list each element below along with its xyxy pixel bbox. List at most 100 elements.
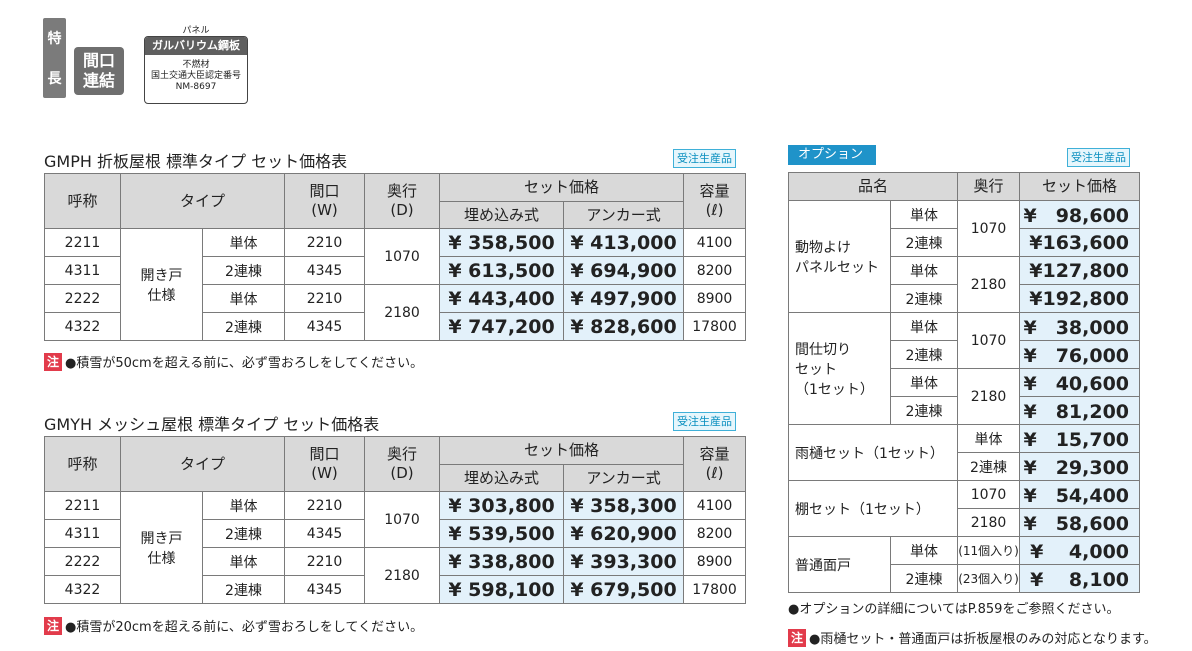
cell-price: ¥ 8,100: [1019, 564, 1141, 593]
cell-sub: 単体: [889, 536, 959, 565]
cell-embed-price: ¥ 303,800: [439, 491, 565, 520]
cell-embed-price: ¥ 747,200: [439, 312, 565, 341]
cell-capacity: 17800: [683, 312, 747, 341]
gmph-title: GMPH 折板屋根 標準タイプ セット価格表: [44, 152, 348, 171]
header-depth: 奥行 (D): [364, 173, 441, 229]
cell-qty: (23個入り): [957, 564, 1021, 593]
cell-depth: 1070: [957, 200, 1021, 257]
cell-anchor-price: ¥ 497,900: [563, 284, 685, 313]
gmph-note: 注 ●積雪が50cmを超える前に、必ず雪おろしをしてください。: [44, 352, 423, 371]
cell-item-door: 普通面戸: [788, 536, 891, 593]
cell-name: 4322: [44, 312, 121, 341]
options-title: オプション: [788, 145, 876, 165]
made-to-order-badge: 受注生産品: [673, 149, 736, 168]
cell-name: 2222: [44, 547, 121, 576]
header-anchor: アンカー式: [563, 201, 685, 229]
feature-label: 特 長: [43, 18, 66, 98]
cell-sub: 単体: [889, 312, 959, 341]
cell-sub: 単体: [889, 200, 959, 229]
gmyh-price-table: 呼称 タイプ 間口 (W) 奥行 (D) セット価格 容量 (ℓ) 埋め込み式 アンカ…: [44, 436, 747, 604]
cell-embed-price: ¥ 443,400: [439, 284, 565, 313]
header-type: タイプ: [119, 436, 286, 492]
cell-width: 2210: [284, 547, 366, 576]
panel-label: パネル: [182, 26, 210, 36]
cell-sub: 2連棟: [889, 564, 959, 593]
panel-line: NM-8697: [175, 82, 217, 92]
table-row: 普通面戸 単体 (11個入り) ¥ 4,000: [788, 536, 1141, 593]
cell-sub: 単体: [889, 368, 959, 397]
gmph-price-table: 呼称 タイプ 間口 (W) 奥行 (D) セット価格 容量 (ℓ) 埋め込み式 アンカ…: [44, 173, 747, 341]
header-set-price: セット価格: [1019, 172, 1141, 201]
badge-line: 連結: [82, 71, 115, 90]
cell-name: 4322: [44, 575, 121, 604]
cell-capacity: 4100: [683, 228, 747, 257]
header-embed: 埋め込み式: [439, 201, 565, 229]
cell-depth: 1070: [957, 312, 1021, 369]
cell-depth: 1070: [364, 491, 441, 548]
note-text: ●雨樋セット・普通面戸は折板屋根のみの対応となります。: [809, 632, 1157, 647]
cell-price: ¥ 76,000: [1019, 340, 1141, 369]
cell-price: ¥ 98,600: [1019, 200, 1141, 229]
table-row: 4322 2連棟 4345 ¥ 598,100 ¥ 679,500 17800: [44, 575, 747, 604]
table-row: 4311 2連棟 4345 ¥ 613,500 ¥ 694,900 8200: [44, 256, 747, 285]
header-name: 呼称: [44, 436, 121, 492]
cell-capacity: 8900: [683, 547, 747, 576]
cell-sub: 2連棟: [889, 396, 959, 425]
cell-depth: 2180: [957, 368, 1021, 425]
table-row: 4322 2連棟 4345 ¥ 747,200 ¥ 828,600 17800: [44, 312, 747, 341]
cell-depth: 1070: [364, 228, 441, 285]
feature-label-char: 長: [47, 71, 62, 87]
options-note-reference: ●オプションの詳細についてはP.859をご参照ください。: [788, 598, 1119, 617]
table-row: 2211 開き戸 仕様 単体 2210 1070 ¥ 303,800 ¥ 358,…: [44, 491, 747, 604]
cell-item-shelf: 棚セット（1セット）: [787, 480, 959, 537]
cell-embed-price: ¥ 358,500: [439, 228, 565, 257]
cell-anchor-price: ¥ 620,900: [563, 519, 685, 548]
cell-capacity: 8200: [683, 519, 747, 548]
cell-name: 2222: [44, 284, 121, 313]
table-row: 棚セット（1セット） 1070 ¥ 54,400: [787, 480, 1141, 537]
cell-sub: 2連棟: [201, 256, 286, 285]
cell-item-animal: 動物よけ パネルセット: [788, 200, 891, 313]
cell-anchor-price: ¥ 413,000: [563, 228, 685, 257]
cell-price: ¥ 4,000: [1019, 536, 1141, 565]
cell-depth: 2180: [364, 284, 441, 341]
cell-width: 2210: [284, 491, 366, 520]
table-row: 2連棟 (23個入り) ¥ 8,100: [789, 564, 1141, 593]
cell-width: 4345: [284, 312, 366, 341]
gmyh-note: 注 ●積雪が20cmを超える前に、必ず雪おろしをしてください。: [44, 616, 423, 635]
cell-depth: 1070: [957, 480, 1021, 509]
note-mark: 注: [44, 616, 62, 635]
cell-depth: 2180: [957, 256, 1021, 313]
cell-name: 2211: [44, 228, 121, 257]
header-width: 間口 (W): [284, 173, 366, 229]
cell-width: 4345: [284, 575, 366, 604]
gmyh-title: GMYH メッシュ屋根 標準タイプ セット価格表: [44, 415, 380, 434]
cell-anchor-price: ¥ 358,300: [563, 491, 685, 520]
cell-item-partition: 間仕切り セット （1セット）: [788, 312, 891, 425]
cell-sub: 2連棟: [201, 575, 286, 604]
header-capacity: 容量 (ℓ): [683, 436, 747, 492]
table-row: 4311 2連棟 4345 ¥ 539,500 ¥ 620,900 8200: [44, 519, 747, 548]
cell-price: ¥ 38,000: [1019, 312, 1141, 341]
cell-depth: 2180: [364, 547, 441, 604]
cell-type: 開き戸 仕様: [120, 491, 203, 604]
cell-sub: 2連棟: [889, 340, 959, 369]
note-mark: 注: [44, 352, 62, 371]
table-row: 2222 単体 2210 2180 ¥ 338,800 ¥ 393,300 89…: [44, 547, 747, 604]
cell-qty: (11個入り): [957, 536, 1021, 565]
cell-embed-price: ¥ 613,500: [439, 256, 565, 285]
frontage-connect-badge: 間口 連結: [74, 47, 124, 95]
header-embed: 埋め込み式: [439, 464, 565, 492]
cell-sub: 単体: [201, 547, 286, 576]
panel-material-title: ガルバリウム鋼板: [145, 37, 247, 55]
note-text: ●オプションの詳細についてはP.859をご参照ください。: [788, 602, 1120, 617]
cell-sub: 単体: [201, 284, 286, 313]
options-note: 注 ●雨樋セット・普通面戸は折板屋根のみの対応となります。: [788, 628, 1157, 647]
cell-sub: 2連棟: [201, 519, 286, 548]
badge-line: 間口: [82, 51, 115, 70]
cell-sub: 2連棟: [957, 452, 1021, 481]
cell-price: ¥ 40,600: [1019, 368, 1141, 397]
table-row: 雨樋セット（1セット） 単体 ¥ 15,700: [787, 424, 1141, 481]
cell-width: 2210: [284, 284, 366, 313]
cell-embed-price: ¥ 338,800: [439, 547, 565, 576]
